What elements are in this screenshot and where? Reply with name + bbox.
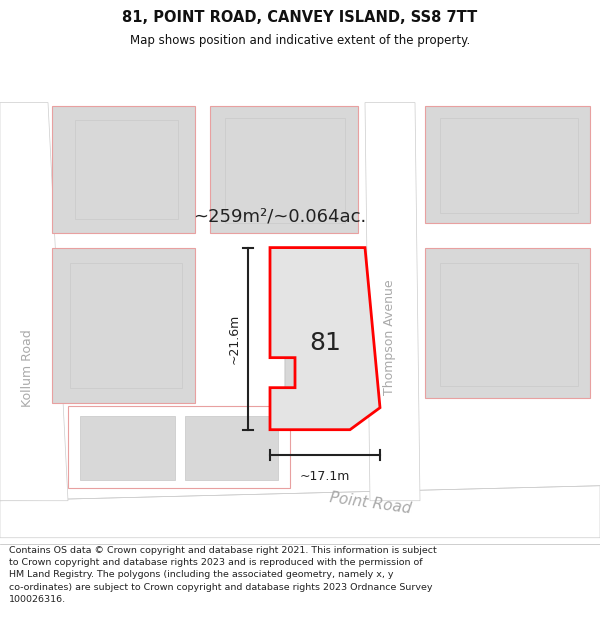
Text: Point Road: Point Road: [328, 491, 412, 517]
Polygon shape: [52, 106, 195, 232]
Polygon shape: [425, 248, 590, 398]
Text: Map shows position and indicative extent of the property.: Map shows position and indicative extent…: [130, 34, 470, 48]
Polygon shape: [52, 248, 195, 402]
Polygon shape: [80, 416, 175, 480]
Polygon shape: [365, 102, 420, 501]
Polygon shape: [270, 248, 380, 430]
Polygon shape: [225, 118, 345, 222]
Polygon shape: [185, 416, 278, 480]
Polygon shape: [68, 406, 290, 488]
Text: Thompson Avenue: Thompson Avenue: [383, 280, 397, 396]
Polygon shape: [425, 106, 590, 222]
Text: 81, POINT ROAD, CANVEY ISLAND, SS8 7TT: 81, POINT ROAD, CANVEY ISLAND, SS8 7TT: [122, 9, 478, 24]
Polygon shape: [75, 119, 178, 219]
Text: ~259m²/~0.064ac.: ~259m²/~0.064ac.: [193, 208, 367, 226]
Polygon shape: [210, 106, 358, 232]
Text: ~21.6m: ~21.6m: [227, 314, 241, 364]
Polygon shape: [285, 261, 371, 422]
Polygon shape: [70, 116, 182, 222]
Polygon shape: [70, 262, 182, 388]
Text: ~17.1m: ~17.1m: [300, 470, 350, 482]
Text: Contains OS data © Crown copyright and database right 2021. This information is : Contains OS data © Crown copyright and d…: [9, 546, 437, 604]
Polygon shape: [0, 486, 600, 538]
Text: 81: 81: [309, 331, 341, 354]
Polygon shape: [440, 118, 578, 212]
Text: Kollum Road: Kollum Road: [22, 329, 35, 406]
Polygon shape: [0, 102, 68, 501]
Polygon shape: [440, 262, 578, 386]
